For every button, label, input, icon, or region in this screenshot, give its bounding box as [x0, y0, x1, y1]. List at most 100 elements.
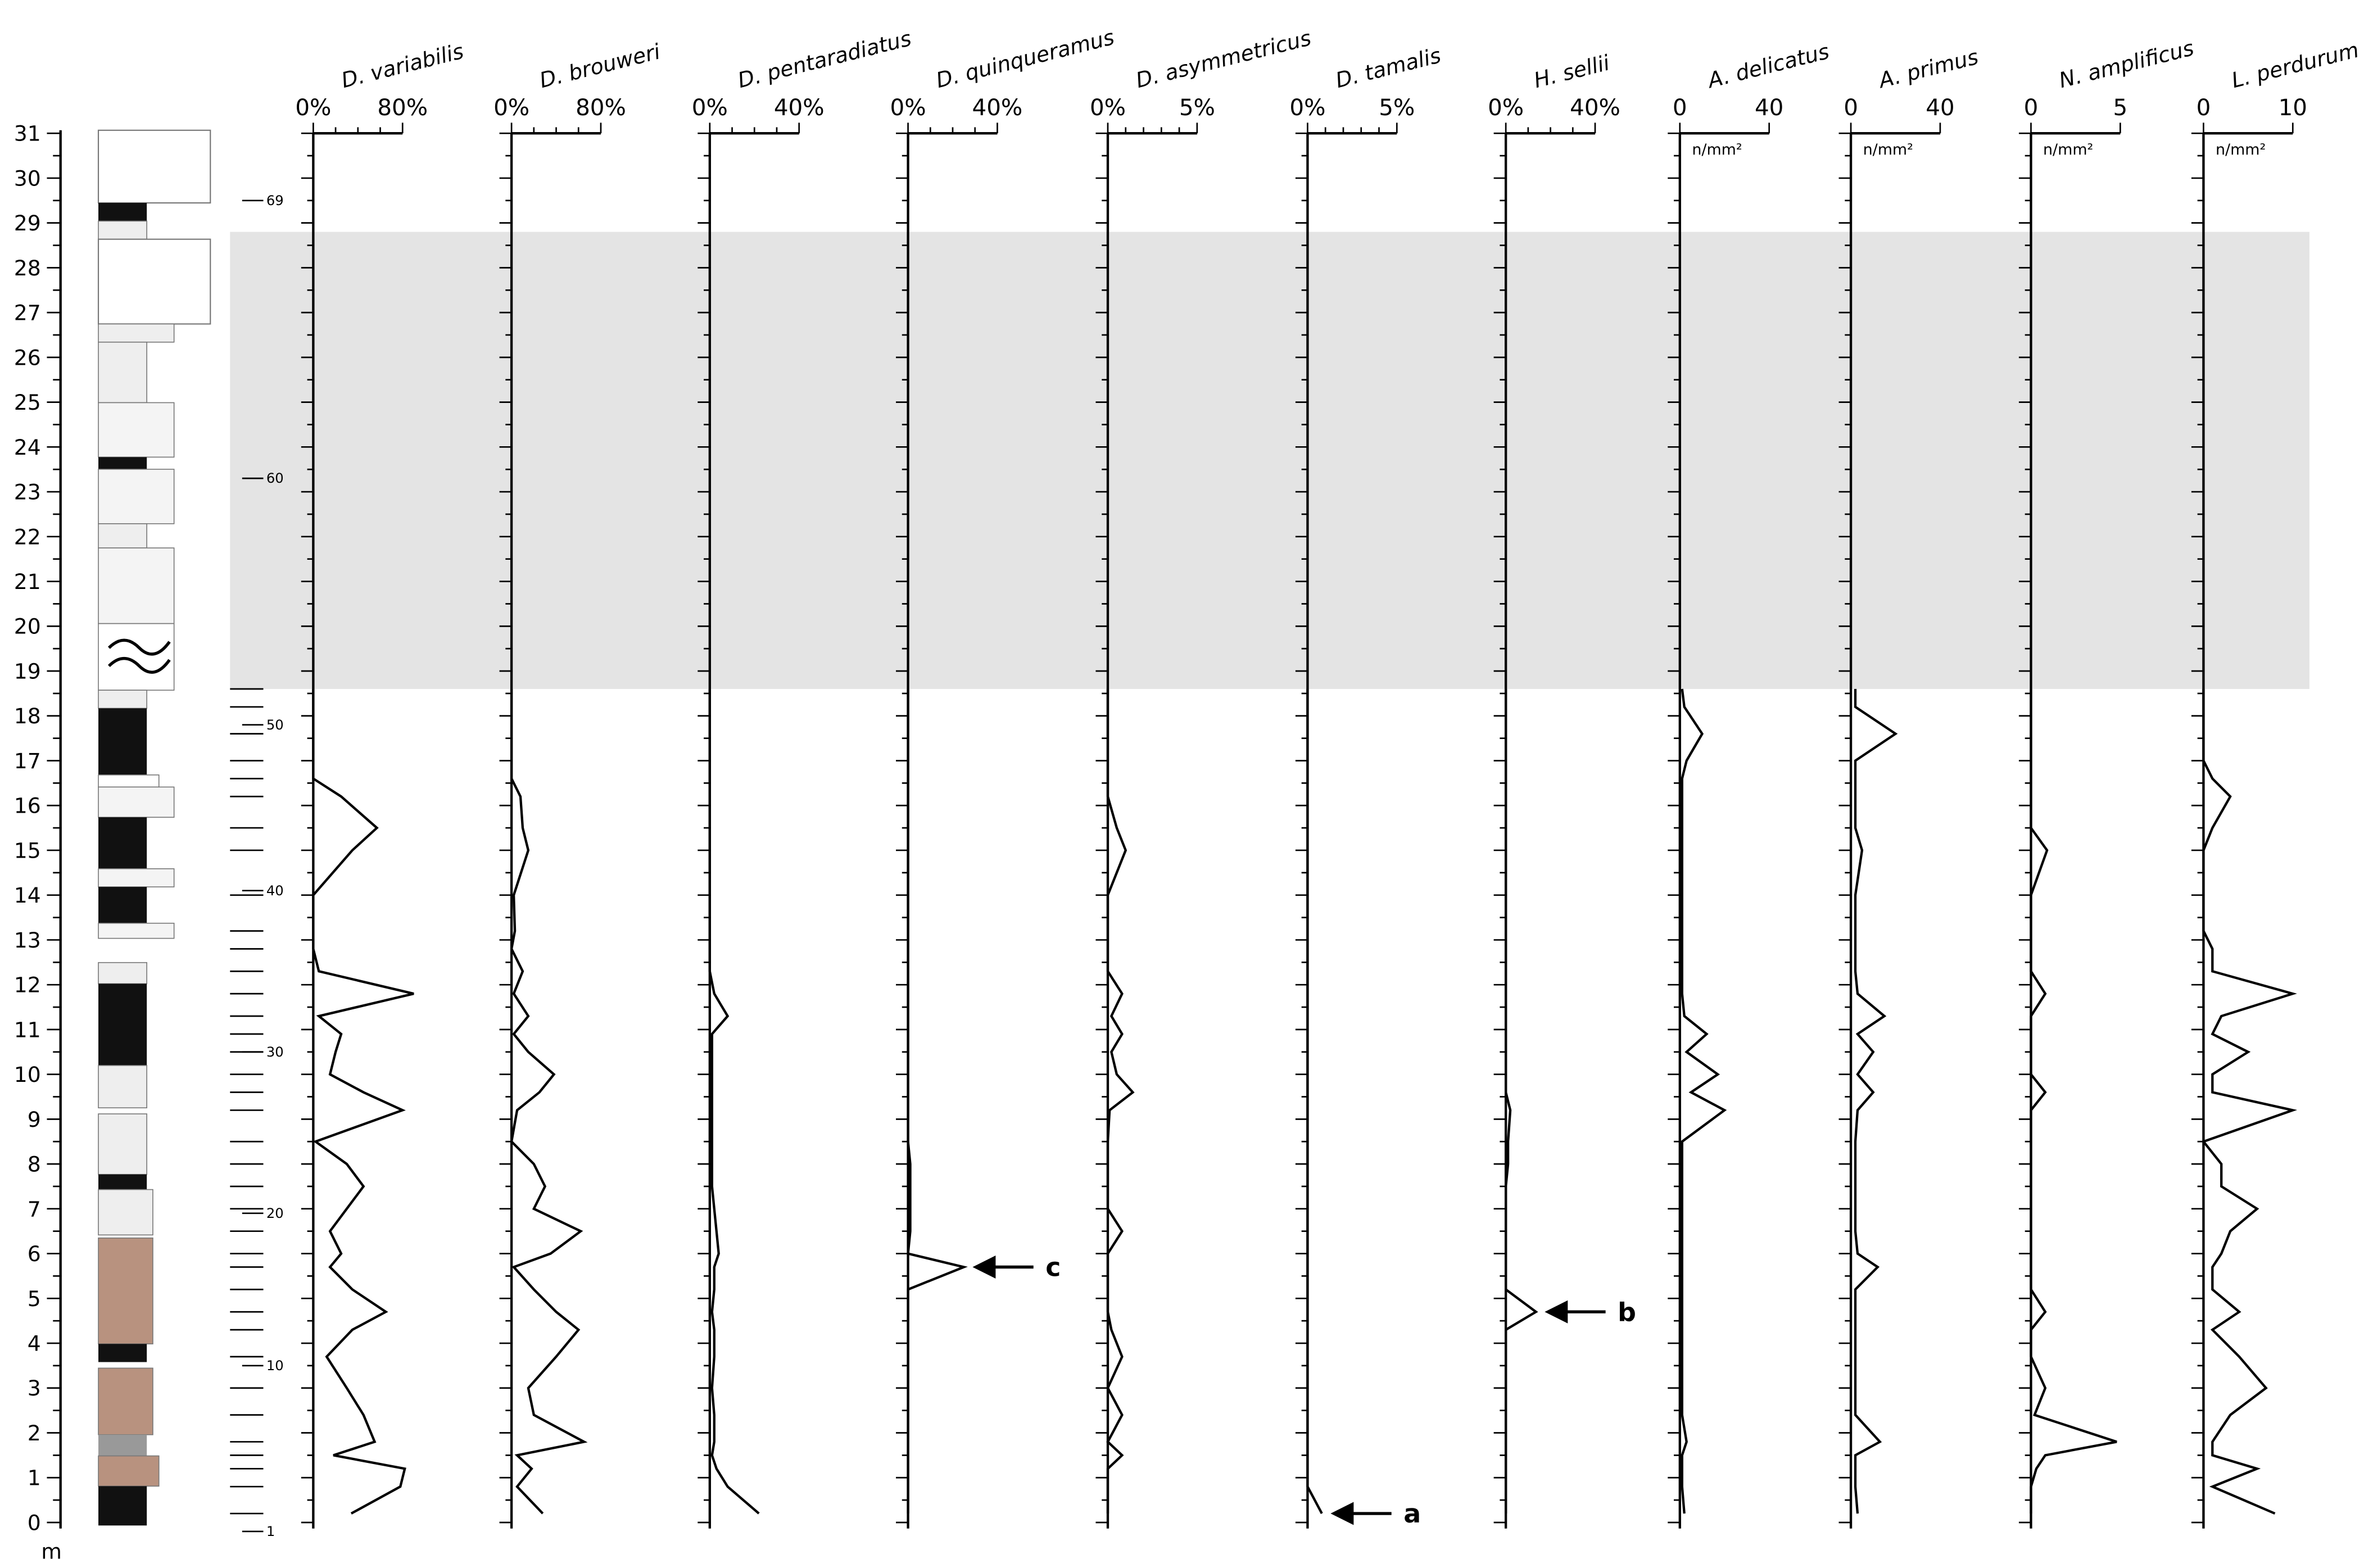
series-line — [1681, 688, 1727, 1514]
x-tick-label: 10 — [2279, 94, 2307, 121]
black-layer — [98, 708, 147, 775]
x-tick-label: 5% — [1379, 94, 1415, 121]
x-tick-label: 80% — [576, 94, 626, 121]
unit-label: n/mm² — [1863, 141, 1913, 158]
silt-layer — [98, 1189, 153, 1236]
y-tick-label: 17 — [14, 749, 41, 773]
y-tick-label: 19 — [14, 659, 41, 683]
y-tick-label: 3 — [28, 1376, 41, 1401]
x-tick-label: 0% — [1289, 94, 1325, 121]
annotation-arrow — [1330, 1502, 1392, 1525]
panel-title: H. sellii — [1532, 50, 1613, 93]
y-tick-label: 5 — [28, 1286, 41, 1311]
x-tick-label: 5% — [1179, 94, 1215, 121]
panel-title: D. brouweri — [537, 39, 663, 93]
panel-title: N. amplificus — [2057, 35, 2197, 93]
annotation: b — [1618, 1297, 1636, 1327]
annotation: c — [1045, 1253, 1061, 1283]
x-tick-label: 40% — [1570, 94, 1620, 121]
x-tick-label: 0% — [1090, 94, 1126, 121]
sand-layer — [98, 786, 175, 818]
y-tick-label: 29 — [14, 211, 41, 235]
series-line — [1504, 688, 1538, 1514]
y-tick-label: 24 — [14, 435, 41, 460]
series-line — [1106, 688, 1135, 1514]
annotation: a — [1403, 1499, 1421, 1529]
conglomerate — [97, 238, 211, 325]
series-line — [1854, 688, 1898, 1514]
sample-number: 10 — [266, 1358, 284, 1374]
panel-title: D. tamalis — [1333, 43, 1443, 93]
x-tick-label: 40% — [972, 94, 1023, 121]
sand-layer — [98, 547, 175, 624]
lithology-column — [97, 129, 211, 1526]
x-tick-label: 0% — [1488, 94, 1524, 121]
sample-number: 1 — [266, 1524, 275, 1539]
series-line — [708, 688, 760, 1515]
y-tick-label: 18 — [14, 704, 41, 728]
panel-title: D. variabilis — [339, 39, 466, 93]
annotation-arrow — [1545, 1300, 1606, 1324]
red-layer — [98, 1237, 153, 1345]
y-tick-label: 8 — [28, 1152, 41, 1177]
grey-layer — [98, 1434, 147, 1456]
y-tick-label: 11 — [14, 1017, 41, 1042]
series-line — [312, 688, 414, 1515]
x-tick-label: 0% — [890, 94, 926, 121]
y-tick-label: 28 — [14, 256, 41, 280]
panel-title: A. primus — [1875, 44, 1981, 93]
y-tick-label: 22 — [14, 524, 41, 549]
sample-number: 69 — [266, 193, 284, 209]
x-tick-label: 0 — [2024, 94, 2039, 121]
sample-number: 20 — [266, 1206, 284, 1221]
unit-label: n/mm² — [2216, 141, 2266, 158]
shaded-interval — [230, 232, 2309, 689]
tuff-layer — [98, 774, 160, 788]
y-tick-label: 6 — [28, 1241, 41, 1266]
panel-title: L. perdurum — [2229, 37, 2361, 93]
panel-title: D. asymmetricus — [1133, 25, 1314, 93]
y-tick-label: 20 — [14, 614, 41, 639]
y-tick-label: 0 — [28, 1510, 41, 1535]
red-layer — [98, 1367, 153, 1435]
y-tick-label: 31 — [14, 121, 41, 146]
series-line — [2030, 688, 2117, 1514]
sand-layer — [98, 868, 175, 887]
y-tick-label: 1 — [28, 1466, 41, 1490]
series-line — [1306, 688, 1323, 1515]
panel-title: D. pentaradiatus — [735, 26, 913, 93]
y-tick-label: 27 — [14, 301, 41, 325]
x-tick-label: 0 — [2197, 94, 2211, 121]
x-tick-label: 0% — [493, 94, 529, 121]
series-line — [510, 688, 588, 1515]
series-line — [907, 688, 968, 1514]
series-line — [2201, 688, 2298, 1515]
x-tick-label: 40 — [1926, 94, 1954, 121]
sample-number: 50 — [266, 717, 284, 733]
black-layer — [98, 817, 147, 869]
y-tick-label: 2 — [28, 1421, 41, 1445]
sample-number: 30 — [266, 1044, 284, 1060]
black-layer — [98, 887, 147, 923]
black-layer — [98, 984, 147, 1066]
x-tick-label: 5 — [2113, 94, 2127, 121]
unit-label: n/mm² — [1692, 141, 1742, 158]
y-tick-label: 10 — [14, 1062, 41, 1087]
y-tick-label: 15 — [14, 838, 41, 863]
y-tick-label: 7 — [28, 1197, 41, 1221]
slump-fold — [107, 638, 171, 674]
y-tick-label: 4 — [28, 1331, 41, 1356]
unit-label: n/mm² — [2043, 141, 2093, 158]
panel-title: D. quinqueramus — [934, 25, 1117, 93]
annotation-arrow — [972, 1255, 1034, 1279]
sample-number: 40 — [266, 883, 284, 899]
silt-layer — [98, 220, 147, 240]
x-tick-label: 0% — [295, 94, 331, 121]
sand-layer — [98, 323, 175, 343]
black-layer — [98, 1486, 147, 1526]
silt-layer — [98, 1113, 147, 1175]
y-tick-label: 14 — [14, 883, 41, 908]
y-tick-label: 25 — [14, 390, 41, 415]
